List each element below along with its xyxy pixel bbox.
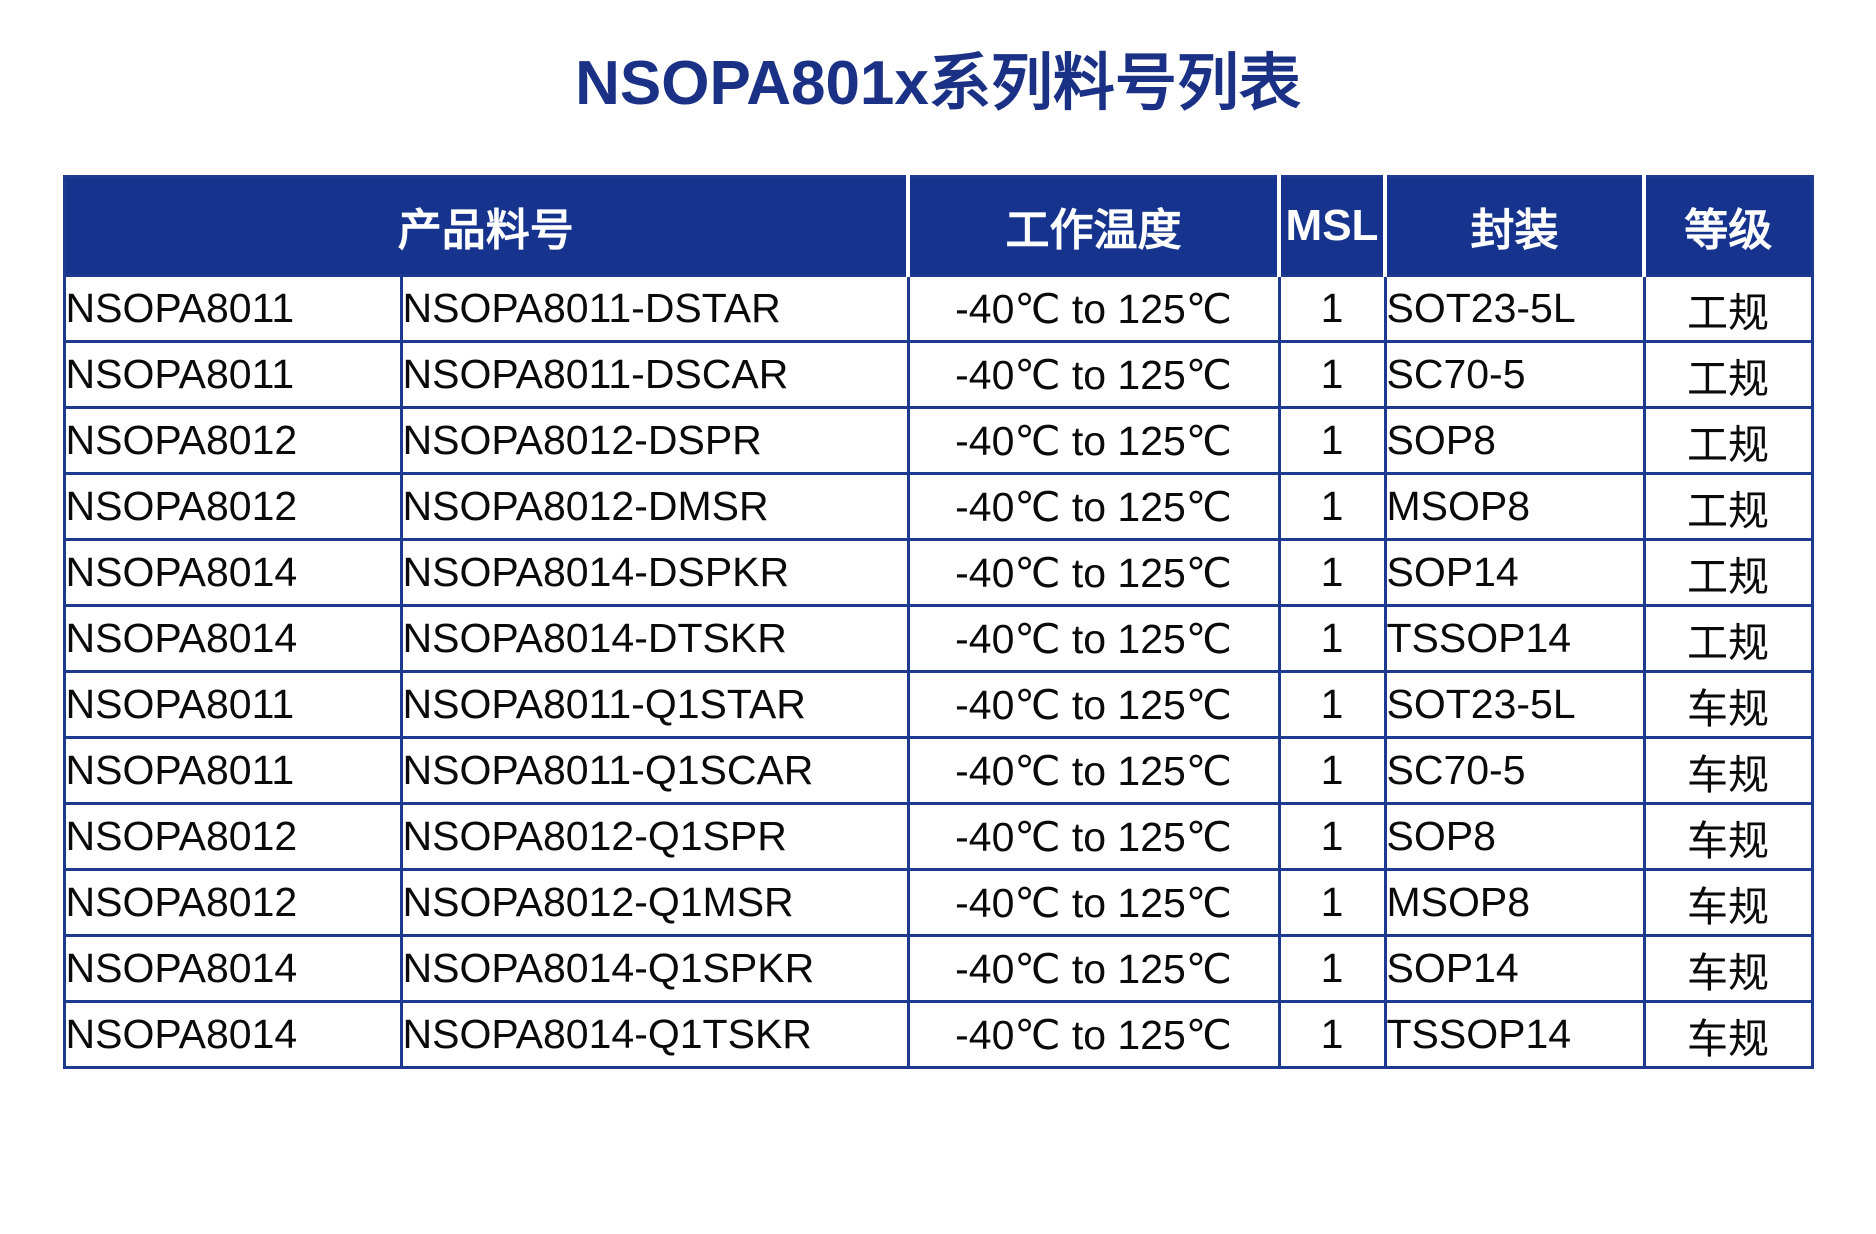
cell-msl: 1 [1277, 340, 1387, 410]
cell-package: SOP8 [1383, 406, 1646, 476]
cell-product-family: NSOPA8011 [62, 340, 403, 410]
cell-package: MSOP8 [1383, 868, 1646, 938]
table-row: NSOPA8012 NSOPA8012-Q1MSR -40℃ to 125℃ 1… [62, 868, 1814, 938]
cell-package: SOP14 [1383, 934, 1646, 1004]
cell-part-number: NSOPA8014-DSPKR [399, 538, 910, 608]
table-header: 产品料号 工作温度 MSL 封装 等级 [64, 176, 1812, 276]
cell-product-family: NSOPA8012 [62, 472, 403, 542]
cell-package: SOP8 [1383, 802, 1646, 872]
cell-grade: 车规 [1642, 802, 1814, 872]
cell-package: TSSOP14 [1383, 1000, 1646, 1070]
header-row: 产品料号 工作温度 MSL 封装 等级 [64, 176, 1812, 276]
cell-product-family: NSOPA8012 [62, 868, 403, 938]
cell-msl: 1 [1277, 604, 1387, 674]
cell-part-number: NSOPA8012-Q1SPR [399, 802, 910, 872]
cell-package: TSSOP14 [1383, 604, 1646, 674]
cell-product-family: NSOPA8011 [62, 274, 403, 344]
cell-msl: 1 [1277, 670, 1387, 740]
cell-operating-temp: -40℃ to 125℃ [906, 274, 1281, 344]
cell-operating-temp: -40℃ to 125℃ [906, 406, 1281, 476]
cell-part-number: NSOPA8014-DTSKR [399, 604, 910, 674]
table-row: NSOPA8012 NSOPA8012-DSPR -40℃ to 125℃ 1 … [62, 406, 1814, 476]
table-row: NSOPA8014 NSOPA8014-Q1SPKR -40℃ to 125℃ … [62, 934, 1814, 1004]
cell-package: SOT23-5L [1383, 274, 1646, 344]
header-operating-temperature: 工作温度 [906, 176, 1279, 276]
cell-package: SC70-5 [1383, 736, 1646, 806]
cell-part-number: NSOPA8011-Q1STAR [399, 670, 910, 740]
page-title: NSOPA801x系列料号列表 [575, 49, 1301, 118]
table-body: NSOPA8011 NSOPA8011-DSTAR -40℃ to 125℃ 1… [62, 274, 1814, 1070]
header-package: 封装 [1383, 176, 1644, 276]
cell-msl: 1 [1277, 802, 1387, 872]
header-grade: 等级 [1642, 176, 1812, 276]
cell-package: SC70-5 [1383, 340, 1646, 410]
cell-product-family: NSOPA8012 [62, 802, 403, 872]
cell-part-number: NSOPA8012-DSPR [399, 406, 910, 476]
cell-product-family: NSOPA8014 [62, 538, 403, 608]
cell-product-family: NSOPA8011 [62, 670, 403, 740]
cell-msl: 1 [1277, 1000, 1387, 1070]
cell-grade: 工规 [1642, 604, 1814, 674]
cell-grade: 工规 [1642, 340, 1814, 410]
cell-msl: 1 [1277, 406, 1387, 476]
cell-product-family: NSOPA8014 [62, 934, 403, 1004]
cell-part-number: NSOPA8011-Q1SCAR [399, 736, 910, 806]
table-row: NSOPA8012 NSOPA8012-DMSR -40℃ to 125℃ 1 … [62, 472, 1814, 542]
cell-msl: 1 [1277, 472, 1387, 542]
table-row: NSOPA8011 NSOPA8011-Q1STAR -40℃ to 125℃ … [62, 670, 1814, 740]
cell-msl: 1 [1277, 868, 1387, 938]
cell-part-number: NSOPA8014-Q1TSKR [399, 1000, 910, 1070]
cell-operating-temp: -40℃ to 125℃ [906, 802, 1281, 872]
cell-operating-temp: -40℃ to 125℃ [906, 1000, 1281, 1070]
cell-grade: 工规 [1642, 472, 1814, 542]
table-row: NSOPA8014 NSOPA8014-DSPKR -40℃ to 125℃ 1… [62, 538, 1814, 608]
table-row: NSOPA8014 NSOPA8014-DTSKR -40℃ to 125℃ 1… [62, 604, 1814, 674]
cell-msl: 1 [1277, 538, 1387, 608]
cell-operating-temp: -40℃ to 125℃ [906, 538, 1281, 608]
cell-operating-temp: -40℃ to 125℃ [906, 736, 1281, 806]
page: { "title": "NSOPA801x系列料号列表", "colors": … [0, 48, 1876, 1234]
cell-grade: 工规 [1642, 538, 1814, 608]
cell-part-number: NSOPA8011-DSCAR [399, 340, 910, 410]
cell-product-family: NSOPA8014 [62, 604, 403, 674]
cell-grade: 车规 [1642, 868, 1814, 938]
cell-operating-temp: -40℃ to 125℃ [906, 604, 1281, 674]
cell-operating-temp: -40℃ to 125℃ [906, 670, 1281, 740]
cell-grade: 车规 [1642, 736, 1814, 806]
cell-part-number: NSOPA8011-DSTAR [399, 274, 910, 344]
cell-package: MSOP8 [1383, 472, 1646, 542]
cell-operating-temp: -40℃ to 125℃ [906, 340, 1281, 410]
cell-grade: 车规 [1642, 934, 1814, 1004]
cell-product-family: NSOPA8014 [62, 1000, 403, 1070]
cell-operating-temp: -40℃ to 125℃ [906, 472, 1281, 542]
cell-product-family: NSOPA8011 [62, 736, 403, 806]
cell-part-number: NSOPA8012-DMSR [399, 472, 910, 542]
table-row: NSOPA8011 NSOPA8011-Q1SCAR -40℃ to 125℃ … [62, 736, 1814, 806]
cell-msl: 1 [1277, 934, 1387, 1004]
cell-grade: 车规 [1642, 670, 1814, 740]
cell-product-family: NSOPA8012 [62, 406, 403, 476]
cell-msl: 1 [1277, 274, 1387, 344]
cell-part-number: NSOPA8014-Q1SPKR [399, 934, 910, 1004]
cell-msl: 1 [1277, 736, 1387, 806]
part-number-table: 产品料号 工作温度 MSL 封装 等级 NSOPA8011 NSOPA8011-… [62, 175, 1814, 1070]
cell-operating-temp: -40℃ to 125℃ [906, 868, 1281, 938]
cell-package: SOT23-5L [1383, 670, 1646, 740]
cell-grade: 工规 [1642, 274, 1814, 344]
table-row: NSOPA8011 NSOPA8011-DSCAR -40℃ to 125℃ 1… [62, 340, 1814, 410]
table-row: NSOPA8014 NSOPA8014-Q1TSKR -40℃ to 125℃ … [62, 1000, 1814, 1070]
cell-grade: 车规 [1642, 1000, 1814, 1070]
cell-grade: 工规 [1642, 406, 1814, 476]
cell-package: SOP14 [1383, 538, 1646, 608]
table-row: NSOPA8011 NSOPA8011-DSTAR -40℃ to 125℃ 1… [62, 274, 1814, 344]
cell-part-number: NSOPA8012-Q1MSR [399, 868, 910, 938]
table-row: NSOPA8012 NSOPA8012-Q1SPR -40℃ to 125℃ 1… [62, 802, 1814, 872]
cell-operating-temp: -40℃ to 125℃ [906, 934, 1281, 1004]
header-msl: MSL [1277, 176, 1385, 276]
header-product-part-number: 产品料号 [64, 176, 908, 276]
